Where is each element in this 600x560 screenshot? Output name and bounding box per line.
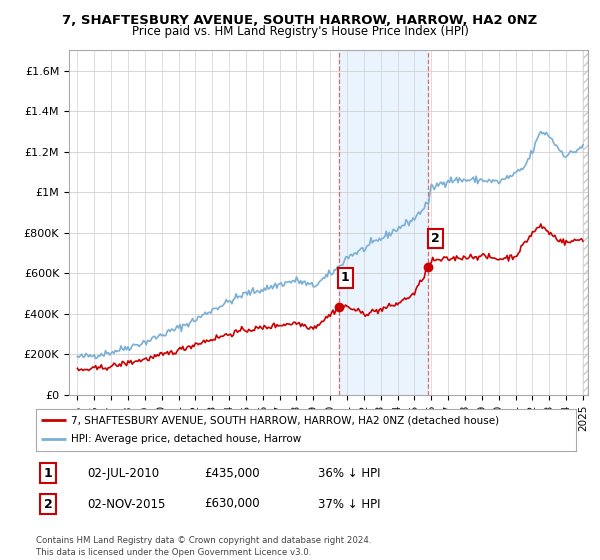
- Text: 7, SHAFTESBURY AVENUE, SOUTH HARROW, HARROW, HA2 0NZ (detached house): 7, SHAFTESBURY AVENUE, SOUTH HARROW, HAR…: [71, 415, 499, 425]
- Text: 2: 2: [431, 232, 440, 245]
- Text: 36% ↓ HPI: 36% ↓ HPI: [318, 466, 380, 480]
- Text: HPI: Average price, detached house, Harrow: HPI: Average price, detached house, Harr…: [71, 435, 301, 445]
- Text: 7, SHAFTESBURY AVENUE, SOUTH HARROW, HARROW, HA2 0NZ: 7, SHAFTESBURY AVENUE, SOUTH HARROW, HAR…: [62, 14, 538, 27]
- Text: 1: 1: [44, 466, 52, 480]
- Text: 37% ↓ HPI: 37% ↓ HPI: [318, 497, 380, 511]
- Text: £435,000: £435,000: [204, 466, 260, 480]
- Text: 1: 1: [341, 272, 350, 284]
- Text: 2: 2: [44, 497, 52, 511]
- Text: Contains HM Land Registry data © Crown copyright and database right 2024.
This d: Contains HM Land Registry data © Crown c…: [36, 536, 371, 557]
- Text: Price paid vs. HM Land Registry's House Price Index (HPI): Price paid vs. HM Land Registry's House …: [131, 25, 469, 38]
- Text: 02-JUL-2010: 02-JUL-2010: [87, 466, 159, 480]
- Text: 02-NOV-2015: 02-NOV-2015: [87, 497, 166, 511]
- Text: £630,000: £630,000: [204, 497, 260, 511]
